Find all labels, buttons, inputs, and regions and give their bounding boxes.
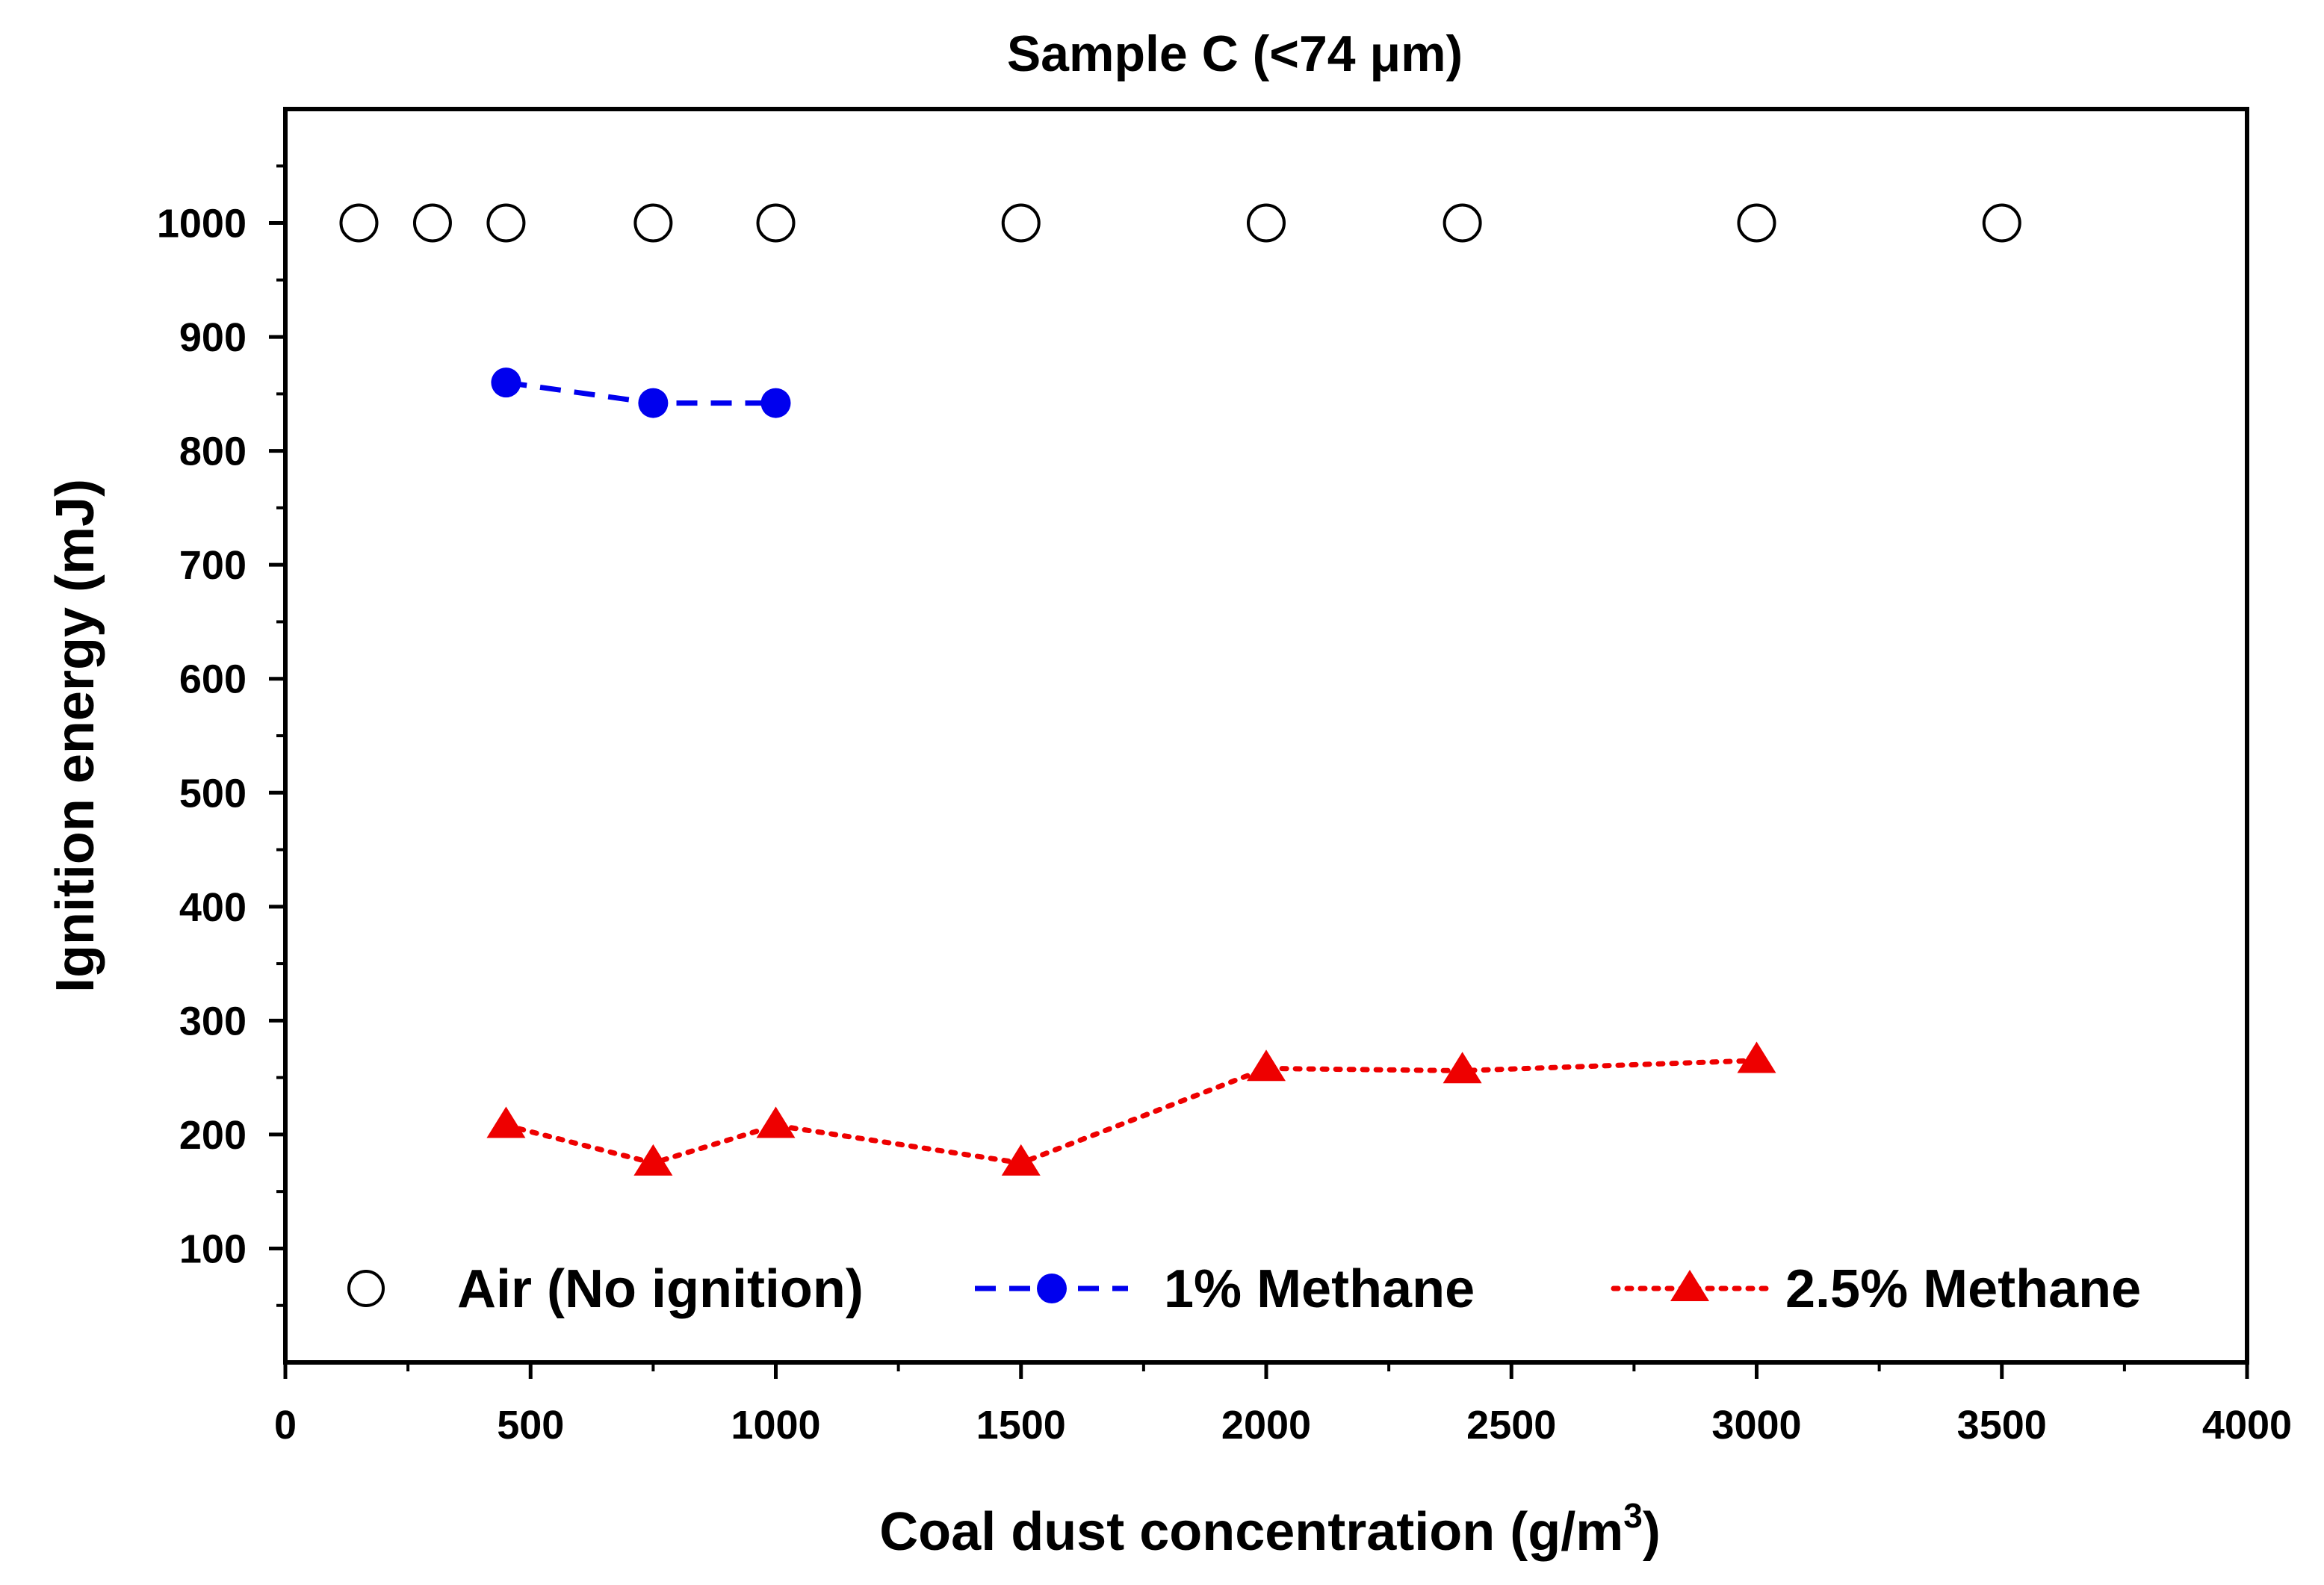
x-axis-label-tail: ) [1643,1502,1661,1562]
data-point [1247,1049,1286,1082]
legend-label-2-5pct-methane: 2.5% Methane [1785,1259,2141,1319]
x-tick-label: 3500 [1957,1403,2047,1448]
x-axis-label: Coal dust concentration (g/m3) [879,1496,1661,1562]
y-tick-label: 300 [179,999,247,1043]
data-point [1001,203,1041,243]
data-point [339,203,379,243]
series-2 [486,1041,1776,1176]
x-axis-label-main: Coal dust concentration (g/m [879,1502,1623,1562]
legend-marker-air [347,1270,385,1307]
y-axis: 100 200 300 400 500 600 700 800 900 1000 [157,164,285,1307]
data-point [486,203,526,243]
plot-frame [283,107,2249,1365]
data-point [633,203,673,243]
data-point [760,388,791,418]
y-tick-label: 500 [179,771,247,816]
y-axis-label: Ignition energy (mJ) [46,479,105,993]
data-point [1737,1041,1776,1073]
series-1 [491,367,791,418]
data-point [486,1106,526,1138]
series-layer [339,203,2021,1176]
data-point [1247,203,1286,243]
legend-label-1pct-methane: 1% Methane [1164,1259,1475,1319]
data-point [1982,203,2021,243]
x-axis-label-superscript: 3 [1623,1496,1643,1535]
y-tick-label: 200 [179,1113,247,1158]
x-tick-label: 500 [497,1403,564,1448]
data-point [756,203,796,243]
legend: Air (No ignition) 1% Methane 2.5% Methan… [347,1259,2141,1319]
legend-label-air: Air (No ignition) [457,1259,864,1319]
x-tick-label: 4000 [2202,1403,2292,1448]
x-tick-label: 1500 [976,1403,1066,1448]
legend-marker-1pct-methane [1037,1274,1067,1303]
x-tick-label: 1000 [731,1403,820,1448]
series-0 [339,203,2021,243]
x-tick-label: 3000 [1711,1403,1801,1448]
data-point [1443,1052,1482,1084]
x-tick-label: 2000 [1221,1403,1311,1448]
data-point [638,388,669,418]
data-point [756,1106,796,1138]
data-point [1443,203,1482,243]
y-tick-label: 100 [179,1226,247,1271]
x-axis: 0 500 1000 1500 2000 2500 3000 3500 4000 [274,1362,2292,1448]
data-point [491,367,521,398]
y-tick-label: 600 [179,657,247,702]
data-point [412,203,452,243]
chart-title: Sample C (<74 μm) [1007,25,1463,82]
y-tick-label: 700 [179,543,247,588]
data-point [1737,203,1776,243]
y-tick-label: 400 [179,885,247,930]
data-point [1001,1144,1041,1176]
data-point [633,1144,673,1176]
series-line [503,1058,1759,1166]
x-tick-label: 0 [274,1403,297,1448]
y-tick-label: 1000 [157,202,247,246]
y-tick-label: 800 [179,429,247,474]
y-tick-label: 900 [179,315,247,360]
legend-marker-2-5pct-methane [1670,1270,1709,1301]
x-tick-label: 2500 [1466,1403,1556,1448]
